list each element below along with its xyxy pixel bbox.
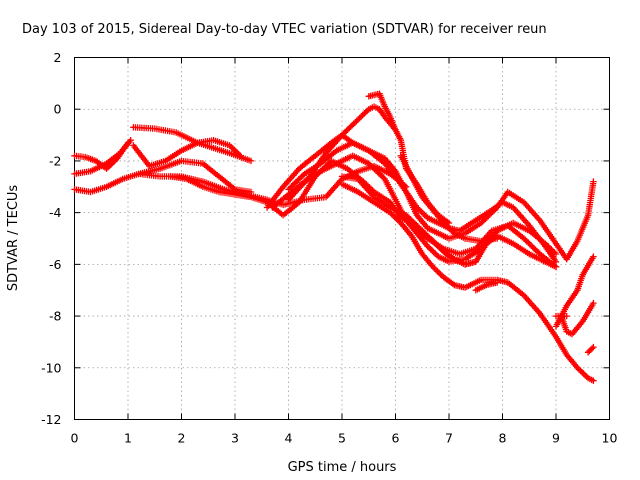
series-s7 <box>167 157 560 271</box>
data-point-marker <box>529 243 536 251</box>
series-s3 <box>130 124 255 165</box>
data-point-marker <box>486 211 494 218</box>
series-s5 <box>130 137 244 170</box>
series-s2 <box>71 137 134 178</box>
data-point-marker <box>590 253 597 260</box>
x-tick-label: 8 <box>499 431 507 446</box>
series-s10 <box>263 131 597 263</box>
y-axis-title: SDTVAR / TECUs <box>6 185 21 292</box>
data-point-marker <box>237 152 244 159</box>
data-point-marker <box>552 263 560 271</box>
data-point-marker <box>590 343 597 351</box>
y-tick-label: -4 <box>49 205 62 220</box>
data-point-marker <box>368 163 375 170</box>
series-s15 <box>338 181 597 384</box>
series-line <box>170 160 557 268</box>
chart-title: Day 103 of 2015, Sidereal Day-to-day VTE… <box>22 22 547 37</box>
data-point-marker <box>371 166 378 173</box>
series-s21 <box>552 312 570 320</box>
data-point-marker <box>494 279 501 286</box>
data-point-marker <box>590 377 597 384</box>
series-s18 <box>552 253 597 330</box>
data-point-marker <box>294 177 301 185</box>
data-point-marker <box>289 181 297 189</box>
data-point-marker <box>404 213 411 220</box>
data-point-marker <box>532 246 539 253</box>
data-point-marker <box>378 173 386 180</box>
series-s17 <box>472 279 501 294</box>
axis-ticks: 0 1 2 3 4 5 6 7 8 9 10 2 0 -2 -4 -6 -8 -10 -12 <box>41 50 617 446</box>
x-tick-label: 6 <box>392 431 400 446</box>
x-tick-label: 2 <box>178 431 186 446</box>
data-point-marker <box>247 157 255 165</box>
grid-lines <box>74 57 610 420</box>
x-tick-label: 1 <box>124 431 132 446</box>
x-tick-label: 10 <box>602 431 618 446</box>
series-s4 <box>71 157 255 196</box>
data-point-marker <box>343 127 350 134</box>
data-point-marker <box>479 218 486 225</box>
data-point-marker <box>286 184 294 192</box>
data-point-marker <box>525 239 532 246</box>
y-tick-label: -10 <box>41 360 61 375</box>
data-point-marker <box>127 137 134 144</box>
y-tick-label: -6 <box>49 257 62 272</box>
x-tick-label: 3 <box>231 431 239 446</box>
data-point-marker <box>588 345 596 352</box>
series-s16 <box>408 222 479 268</box>
y-tick-label: -12 <box>41 412 61 427</box>
data-point-marker <box>392 126 399 134</box>
data-point-marker <box>350 120 357 127</box>
data-series <box>71 90 597 384</box>
x-tick-label: 5 <box>338 431 346 446</box>
series-s12 <box>365 90 399 134</box>
data-point-marker <box>407 216 414 223</box>
series-s14 <box>338 173 560 271</box>
x-tick-label: 0 <box>71 431 79 446</box>
x-axis-title: GPS time / hours <box>288 460 397 475</box>
data-point-marker <box>472 258 479 265</box>
data-point-marker <box>590 299 597 307</box>
data-point-marker <box>489 208 496 215</box>
x-tick-label: 7 <box>445 431 453 446</box>
y-tick-label: -8 <box>49 309 62 324</box>
series-s20 <box>584 343 597 356</box>
y-tick-label: -2 <box>49 153 61 168</box>
data-point-marker <box>563 312 570 320</box>
data-point-marker <box>375 170 383 177</box>
data-point-marker <box>552 250 560 258</box>
data-point-marker <box>340 130 347 137</box>
series-s13 <box>397 152 501 245</box>
data-point-marker <box>297 174 304 182</box>
data-point-marker <box>590 178 597 185</box>
y-tick-label: 0 <box>54 102 62 117</box>
data-point-marker <box>522 236 529 244</box>
data-point-marker <box>347 123 354 130</box>
y-tick-label: 2 <box>54 50 62 65</box>
x-tick-label: 9 <box>552 431 560 446</box>
x-tick-label: 4 <box>285 431 293 446</box>
